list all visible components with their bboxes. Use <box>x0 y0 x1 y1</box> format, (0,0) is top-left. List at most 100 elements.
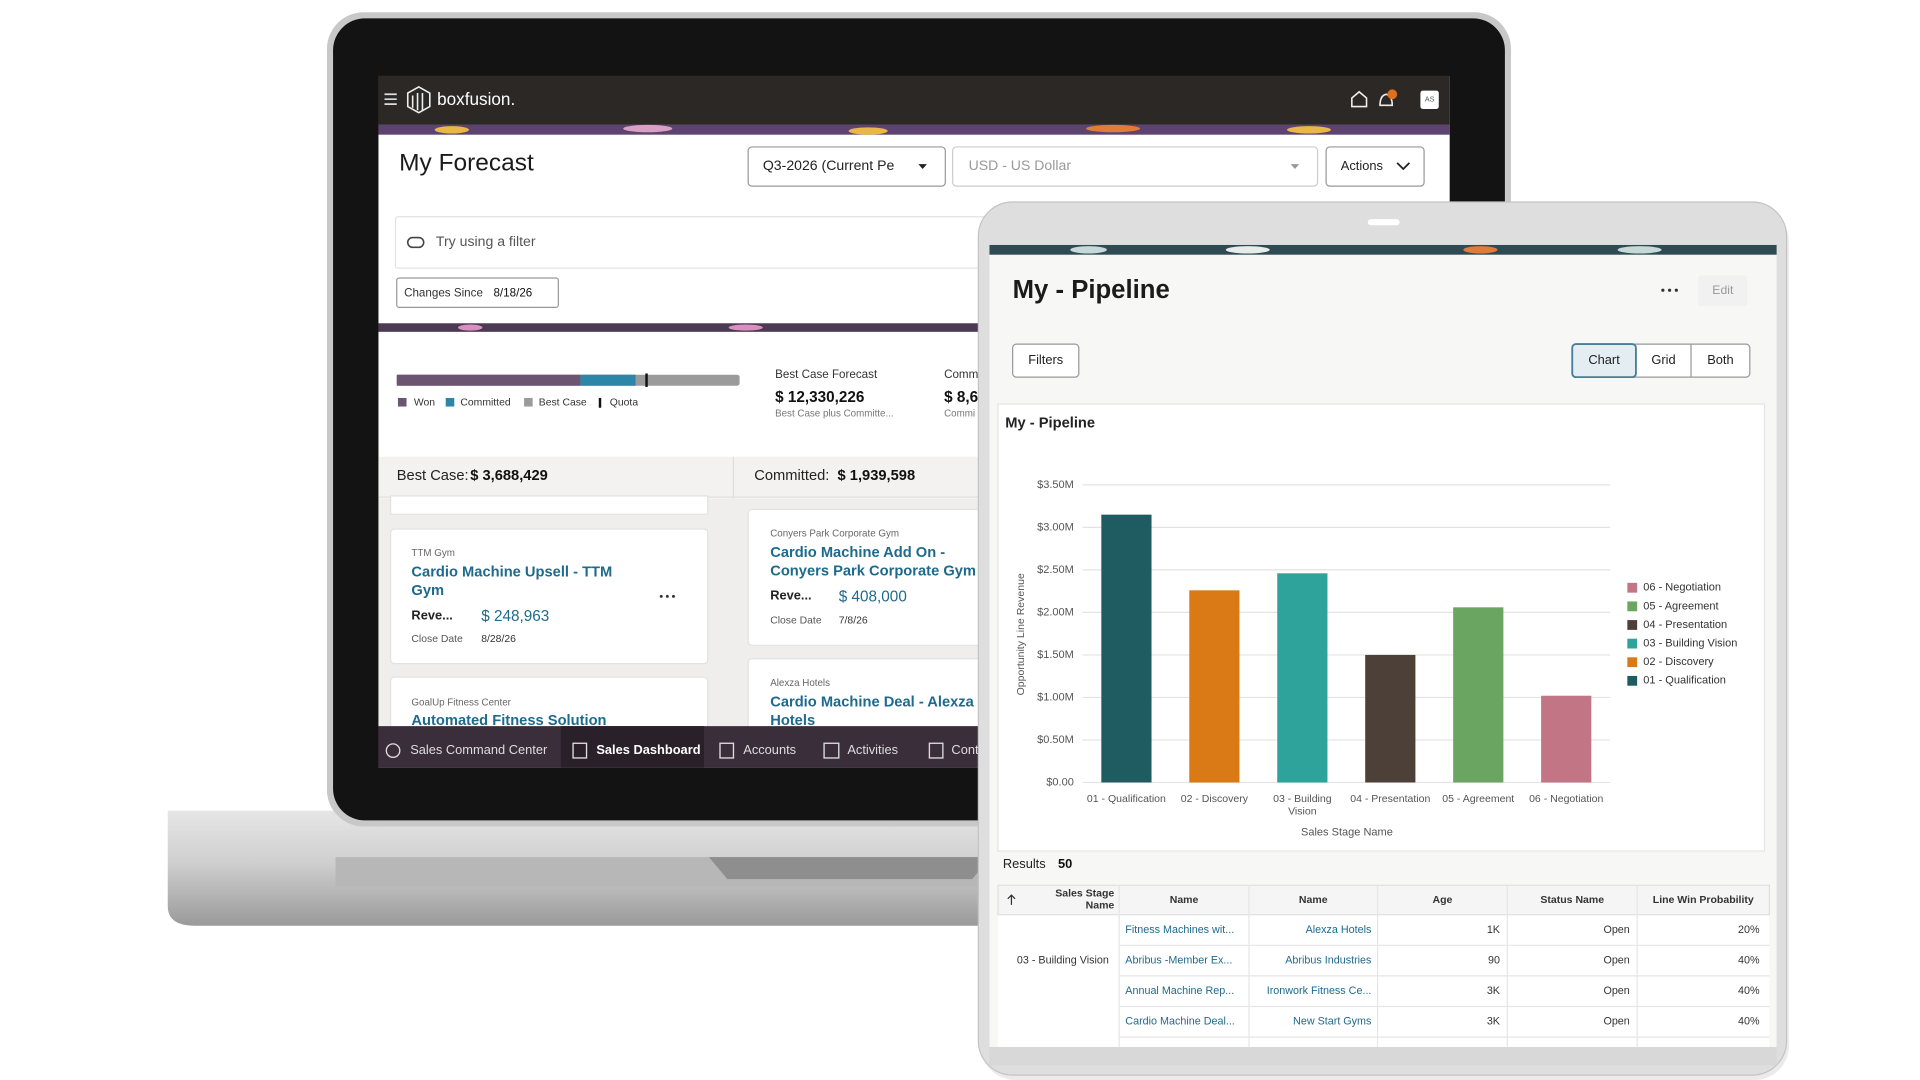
legend-label: Quota <box>610 398 639 409</box>
chart: $0.00 $0.50M $1.00M $1.50M $2.00M $2.50M $3.00… <box>1037 479 1737 817</box>
y-tick-label: $0.00 <box>1046 776 1074 788</box>
card-account: GoalUp Fitness Center <box>411 697 511 708</box>
x-tick-box: 04 - Presentation <box>1350 792 1430 804</box>
chevron <box>1396 162 1411 171</box>
table-link[interactable]: New Start Gyms <box>1293 1016 1371 1028</box>
view-option[interactable]: Chart <box>1588 352 1620 367</box>
table-cell: 1K <box>1487 924 1501 936</box>
table-cell: 40% <box>1738 1016 1760 1028</box>
legend-label: 05 - Agreement <box>1643 600 1718 612</box>
view-active[interactable] <box>1571 343 1637 379</box>
card[interactable] <box>390 528 709 665</box>
filter-icon <box>406 236 425 249</box>
nav-item[interactable]: Sales Dashboard <box>596 742 700 757</box>
sort-icon[interactable] <box>1007 894 1016 905</box>
bar <box>1541 695 1592 783</box>
period-select[interactable] <box>747 146 946 187</box>
table-link[interactable]: Abribus Industries <box>1285 954 1371 966</box>
column-total: $ 1,939,598 <box>838 468 916 484</box>
table-link[interactable]: Fitness Machines wit... <box>1125 924 1234 936</box>
date-value: 7/8/26 <box>839 616 868 627</box>
legend-swatch <box>1627 638 1638 649</box>
date-value: 8/28/26 <box>481 634 516 645</box>
tablet-notch <box>1367 219 1400 226</box>
card-title-box: Automated Fitness Solution <box>411 711 607 729</box>
legend-swatch <box>598 397 602 408</box>
y-tick-label: $1.50M <box>1037 649 1074 661</box>
revenue-label: Reve... <box>411 607 452 622</box>
dropdown-arrow <box>1290 164 1300 169</box>
card[interactable] <box>389 495 709 515</box>
edit-label: Edit <box>1712 283 1734 297</box>
card-title[interactable]: Cardio Machine Deal - Alexza Hotels <box>770 693 974 729</box>
avatar[interactable] <box>1420 90 1439 109</box>
nav-item[interactable]: Cont <box>951 742 979 757</box>
card-title[interactable]: Cardio Machine Upsell - TTM Gym <box>411 563 613 599</box>
legend-swatch <box>1627 675 1638 686</box>
decor-band <box>378 323 991 332</box>
legend-label: 04 - Presentation <box>1643 619 1727 631</box>
card-account: TTM Gym <box>411 548 454 559</box>
table: Sales Stage Name Name Name Age Status Name Li… <box>1017 885 1770 1047</box>
nav-item[interactable]: Activities <box>847 742 898 757</box>
legend-swatch <box>524 397 533 407</box>
table-link[interactable]: Cardio Machine Deal... <box>1125 1016 1235 1028</box>
tablet-screen: My - Pipeline Edit Filters Chart Grid Bo… <box>989 244 1777 1047</box>
x-tick-label: 01 - Qualification <box>1086 792 1166 805</box>
bell-icon[interactable] <box>1379 93 1394 107</box>
progress-won <box>396 374 581 386</box>
currency-select[interactable] <box>952 146 1319 187</box>
table-link[interactable]: Annual Machine Rep... <box>1125 985 1234 997</box>
edit-button[interactable] <box>1698 275 1748 307</box>
progress-committed <box>580 374 636 386</box>
filters-label: Filters <box>1028 352 1063 367</box>
view-option[interactable]: Both <box>1707 352 1733 367</box>
table-link[interactable]: Alexza Hotels <box>1306 924 1372 936</box>
brand-logo <box>406 86 431 114</box>
nav-item[interactable]: Sales Command Center <box>410 742 548 757</box>
changes-since-chip[interactable] <box>396 277 559 308</box>
brand-name: boxfusion. <box>437 89 515 109</box>
x-tick-box: 03 - Building Vision <box>1273 792 1332 816</box>
column-header: Name <box>1299 894 1328 906</box>
y-tick-label: $0.50M <box>1037 734 1074 746</box>
revenue-value: $ 408,000 <box>839 589 907 606</box>
card-title[interactable]: Automated Fitness Solution <box>411 711 607 729</box>
filters-button[interactable] <box>1012 343 1080 378</box>
legend-swatch <box>1627 657 1638 668</box>
nav-item[interactable]: Accounts <box>743 742 796 757</box>
column-header: Age <box>1433 894 1453 906</box>
y-axis-title: Opportunity Line Revenue <box>1015 573 1027 695</box>
table-cell: 90 <box>1488 954 1500 966</box>
y-tick-label: $3.50M <box>1037 479 1074 491</box>
bar <box>1277 573 1328 783</box>
table-cell: 20% <box>1738 924 1760 936</box>
view-option[interactable]: Grid <box>1651 352 1675 367</box>
card-account: Alexza Hotels <box>770 678 830 689</box>
card-title-box: Cardio Machine Add On - Conyers Park Cor… <box>770 543 976 580</box>
actions-button[interactable] <box>1325 146 1425 187</box>
column-label: Best Case: <box>397 468 469 484</box>
nav-active <box>560 726 705 768</box>
bar <box>1189 590 1240 783</box>
legend-label: Won <box>414 398 435 409</box>
table-link[interactable]: Abribus -Member Ex... <box>1125 954 1232 966</box>
column-header: Name <box>1170 894 1199 906</box>
home-icon[interactable] <box>1351 90 1368 108</box>
decor-band <box>378 124 1450 135</box>
tablet: My - Pipeline Edit Filters Chart Grid Bo… <box>977 201 1789 1080</box>
card-title[interactable]: Cardio Machine Add On - Conyers Park Cor… <box>770 543 976 580</box>
x-tick-label: 02 - Discovery <box>1180 792 1249 805</box>
more-icon[interactable] <box>1661 288 1678 292</box>
top-bar <box>378 75 1450 125</box>
metric-note: Commi <box>944 408 975 419</box>
x-axis-title: Sales Stage Name <box>1301 827 1393 839</box>
menu-icon[interactable] <box>384 93 397 105</box>
table-cell: 3K <box>1487 1016 1501 1028</box>
table-link[interactable]: Ironwork Fitness Ce... <box>1267 985 1372 997</box>
chart-title: My - Pipeline <box>1005 416 1095 432</box>
more-icon[interactable] <box>659 594 675 598</box>
progress-quota <box>645 373 648 387</box>
metric-note: Best Case plus Committe... <box>775 408 894 419</box>
